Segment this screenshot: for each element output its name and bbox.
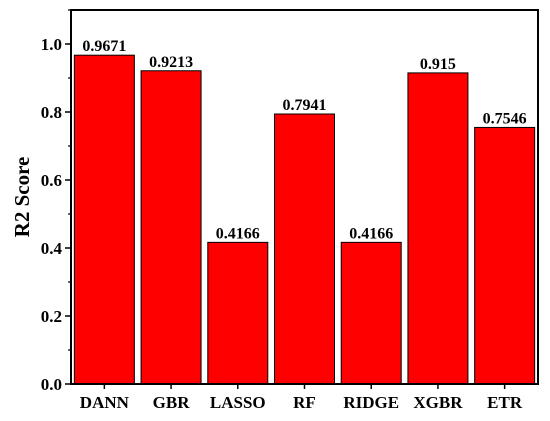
bars (73, 54, 536, 385)
data-label-etr: 0.7546 (483, 110, 527, 127)
bar-xgbr (407, 72, 469, 385)
data-label-lasso: 0.4166 (216, 225, 260, 242)
data-label-dann: 0.9671 (82, 38, 126, 55)
bar-ridge (340, 241, 402, 385)
bar-gbr (140, 70, 202, 385)
y-tick-label: 1.0 (41, 35, 62, 54)
bar-lasso (207, 241, 269, 385)
data-label-xgbr: 0.915 (420, 56, 456, 73)
y-axis-title: R2 Score (10, 157, 34, 238)
y-tick-label: 0.4 (41, 239, 63, 258)
x-axis: DANN GBR LASSO RF RIDGE XGBR ETR (80, 384, 523, 412)
x-tick-label-gbr: GBR (153, 393, 191, 412)
plot-frame (70, 9, 539, 385)
data-label-gbr: 0.9213 (149, 54, 193, 71)
y-axis: 0.0 0.2 0.4 0.6 0.8 1.0 (41, 9, 71, 394)
x-tick-label-lasso: LASSO (210, 393, 266, 412)
bar-etr (474, 126, 536, 385)
data-label-rf: 0.7941 (283, 97, 327, 114)
x-tick-label-dann: DANN (80, 393, 130, 412)
x-tick-label-etr: ETR (487, 393, 523, 412)
bar-rf (274, 113, 335, 385)
data-label-ridge: 0.4166 (349, 225, 393, 242)
y-tick-label: 0.8 (41, 103, 62, 122)
y-tick-label: 0.2 (41, 307, 62, 326)
x-tick-label-rf: RF (293, 393, 316, 412)
x-tick-label-ridge: RIDGE (343, 393, 399, 412)
bar-dann (73, 54, 135, 385)
y-tick-label: 0.0 (41, 375, 62, 394)
y-tick-label: 0.6 (41, 171, 62, 190)
x-tick-label-xgbr: XGBR (413, 393, 463, 412)
data-labels: 0.9671 0.9213 0.4166 0.7941 0.4166 0.915 0.754… (82, 38, 526, 242)
